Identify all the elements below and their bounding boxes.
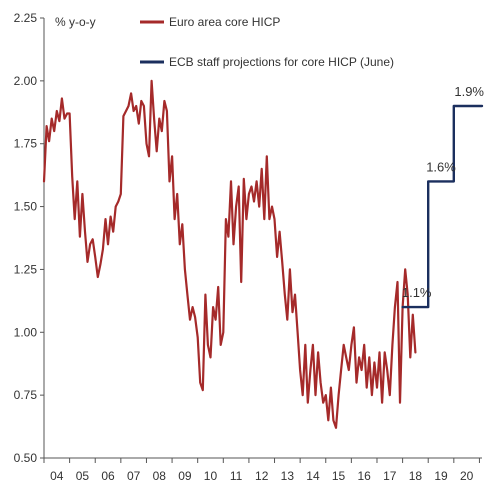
y-tick-label: 2.00 — [14, 74, 38, 88]
x-tick-label: 04 — [50, 469, 64, 483]
projection-value-label: 1.9% — [454, 84, 484, 99]
x-tick-label: 12 — [255, 469, 269, 483]
x-tick-label: 16 — [357, 469, 371, 483]
y-axis: 0.50 0.75 1.00 1.25 1.50 1.75 2.00 2.25 — [14, 11, 45, 465]
y-tick-label: 0.50 — [14, 451, 38, 465]
legend-label-hicp: Euro area core HICP — [169, 15, 280, 29]
x-tick-label: 13 — [281, 469, 295, 483]
y-axis-unit-label: % y-o-y — [55, 15, 96, 29]
x-tick-label: 06 — [101, 469, 115, 483]
y-tick-label: 1.25 — [14, 262, 38, 276]
y-tick-label: 0.75 — [14, 388, 38, 402]
legend-label-projection: ECB staff projections for core HICP (Jun… — [169, 55, 394, 69]
x-tick-label: 05 — [76, 469, 90, 483]
x-tick-label: 07 — [127, 469, 141, 483]
series-line-projection — [401, 104, 484, 309]
y-tick-label: 1.00 — [14, 325, 38, 339]
x-tick-label: 18 — [409, 469, 423, 483]
x-tick-label: 15 — [332, 469, 346, 483]
x-tick-label: 17 — [383, 469, 397, 483]
projection-value-label: 1.6% — [426, 159, 456, 174]
x-tick-label: 14 — [306, 469, 320, 483]
y-tick-label: 1.50 — [14, 200, 38, 214]
x-tick-label: 08 — [153, 469, 167, 483]
x-tick-label: 11 — [230, 469, 243, 483]
x-tick-label: 19 — [434, 469, 448, 483]
y-tick-label: 2.25 — [14, 11, 38, 25]
x-tick-label: 09 — [178, 469, 192, 483]
series-line-hicp — [42, 79, 417, 429]
x-axis: 04 05 06 07 08 09 10 11 12 13 14 15 16 17 18 19 20 — [43, 457, 482, 483]
legend: Euro area core HICP ECB staff projection… — [140, 15, 394, 69]
projection-value-label: 1.1% — [402, 285, 432, 300]
annotations: 1.1% 1.6% 1.9% — [402, 84, 485, 300]
x-tick-label: 20 — [460, 469, 474, 483]
x-tick-label: 10 — [204, 469, 218, 483]
y-tick-label: 1.75 — [14, 137, 38, 151]
plot-area — [42, 79, 484, 429]
